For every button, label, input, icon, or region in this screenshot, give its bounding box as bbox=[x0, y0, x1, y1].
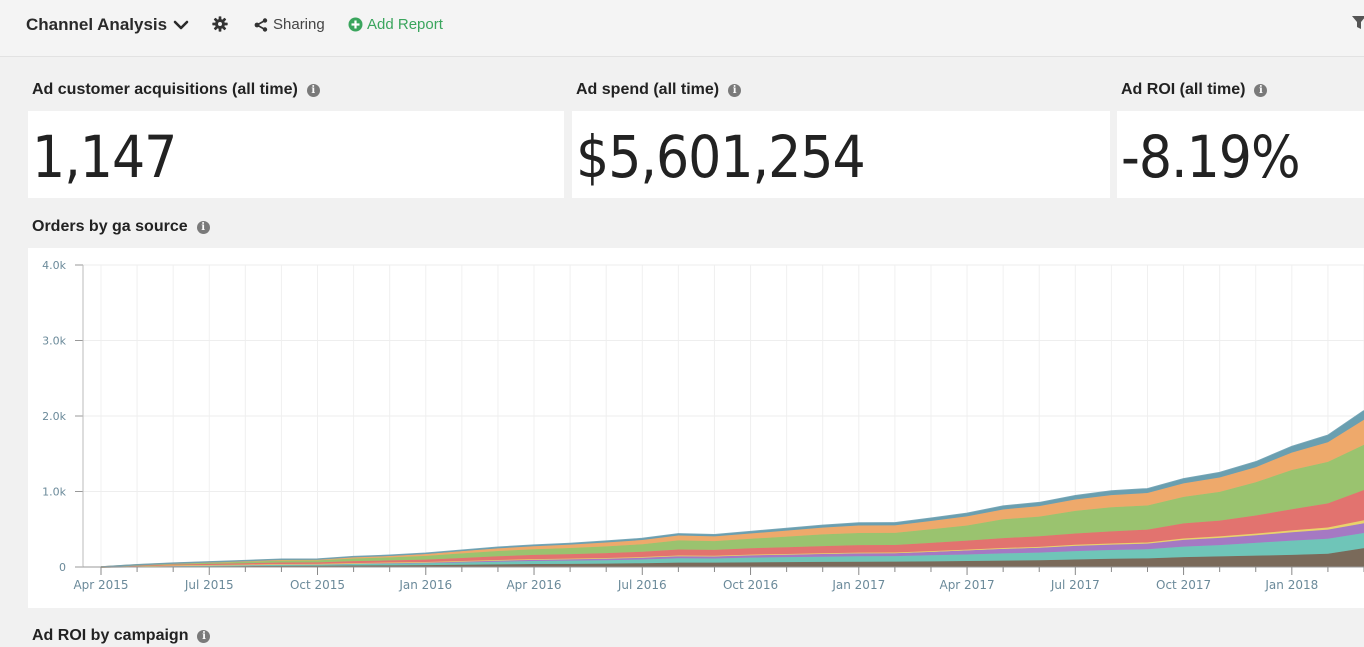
x-tick-label: Oct 2016 bbox=[723, 578, 778, 592]
area-series-6 bbox=[101, 444, 1364, 567]
dashboard-title-dropdown[interactable]: Channel Analysis bbox=[26, 15, 189, 35]
kpi-acquisitions-label: Ad customer acquisitions (all time) bbox=[32, 81, 298, 98]
x-tick-label: Oct 2015 bbox=[290, 578, 345, 592]
y-tick-label: 1.0k bbox=[42, 486, 66, 499]
x-tick-label: Apr 2016 bbox=[506, 578, 561, 592]
area-series-5 bbox=[101, 489, 1364, 567]
dashboard-title: Channel Analysis bbox=[26, 15, 168, 34]
area-series-line-5 bbox=[100, 489, 1364, 568]
area-series-7 bbox=[101, 419, 1364, 567]
info-icon[interactable]: i bbox=[306, 83, 320, 97]
kpi-acquisitions-title: Ad customer acquisitions (all time) i bbox=[32, 81, 320, 99]
x-tick-label: Jan 2018 bbox=[1264, 578, 1318, 592]
orders-area-chart[interactable]: 0 1.0k 2.0k 3.0k 4.0k Apr 2015 Jul 2015 Oct 201… bbox=[28, 248, 1364, 608]
next-section-title: Ad ROI by campaign i bbox=[32, 627, 211, 645]
kpi-acquisitions-card: 1,147 bbox=[28, 111, 564, 198]
x-tick-label: Jan 2016 bbox=[398, 578, 452, 592]
sharing-button[interactable]: Sharing bbox=[254, 16, 325, 33]
next-section-label: Ad ROI by campaign bbox=[32, 627, 189, 644]
info-icon[interactable]: i bbox=[197, 629, 211, 643]
chart-title-label: Orders by ga source bbox=[32, 218, 188, 235]
chart-title: Orders by ga source i bbox=[32, 218, 210, 236]
kpi-acquisitions-value: 1,147 bbox=[32, 123, 177, 191]
x-tick-label: Jul 2017 bbox=[1050, 578, 1100, 592]
kpi-roi-card: -8.19% bbox=[1117, 111, 1364, 198]
x-tick-label: Jul 2016 bbox=[617, 578, 667, 592]
kpi-ad-spend-value: $5,601,254 bbox=[576, 123, 866, 191]
share-icon bbox=[254, 17, 268, 32]
orders-chart-card: 0 1.0k 2.0k 3.0k 4.0k Apr 2015 Jul 2015 Oct 201… bbox=[28, 248, 1364, 608]
y-tick-label: 4.0k bbox=[42, 259, 66, 272]
add-report-label: Add Report bbox=[367, 16, 443, 33]
x-tick-label: Apr 2017 bbox=[939, 578, 994, 592]
dashboard-header: Channel Analysis Sharing bbox=[0, 0, 1364, 57]
plus-circle-icon bbox=[348, 17, 363, 32]
kpi-roi-value: -8.19% bbox=[1121, 123, 1301, 191]
kpi-roi-label: Ad ROI (all time) bbox=[1121, 81, 1246, 98]
area-series-1 bbox=[101, 548, 1364, 567]
y-tick-label: 3.0k bbox=[42, 335, 66, 348]
kpi-ad-spend-title: Ad spend (all time) i bbox=[576, 81, 742, 99]
sharing-label: Sharing bbox=[273, 16, 325, 33]
add-report-button[interactable]: Add Report bbox=[348, 16, 443, 33]
x-tick-label: Jan 2017 bbox=[831, 578, 885, 592]
chevron-down-icon bbox=[173, 20, 189, 30]
y-tick-label: 0 bbox=[59, 561, 66, 574]
info-icon[interactable]: i bbox=[1254, 83, 1268, 97]
y-tick-label: 2.0k bbox=[42, 410, 66, 423]
x-tick-label: Jul 2015 bbox=[184, 578, 234, 592]
gear-icon[interactable] bbox=[211, 15, 229, 33]
filter-icon[interactable] bbox=[1352, 15, 1364, 31]
info-icon[interactable]: i bbox=[728, 83, 742, 97]
x-tick-label: Apr 2015 bbox=[73, 578, 128, 592]
kpi-ad-spend-label: Ad spend (all time) bbox=[576, 81, 720, 98]
kpi-ad-spend-card: $5,601,254 bbox=[572, 111, 1110, 198]
kpi-roi-title: Ad ROI (all time) i bbox=[1121, 81, 1268, 99]
area-series-line-8 bbox=[100, 410, 1364, 568]
area-series-2 bbox=[101, 533, 1364, 567]
info-icon[interactable]: i bbox=[196, 220, 210, 234]
x-tick-label: Oct 2017 bbox=[1156, 578, 1211, 592]
